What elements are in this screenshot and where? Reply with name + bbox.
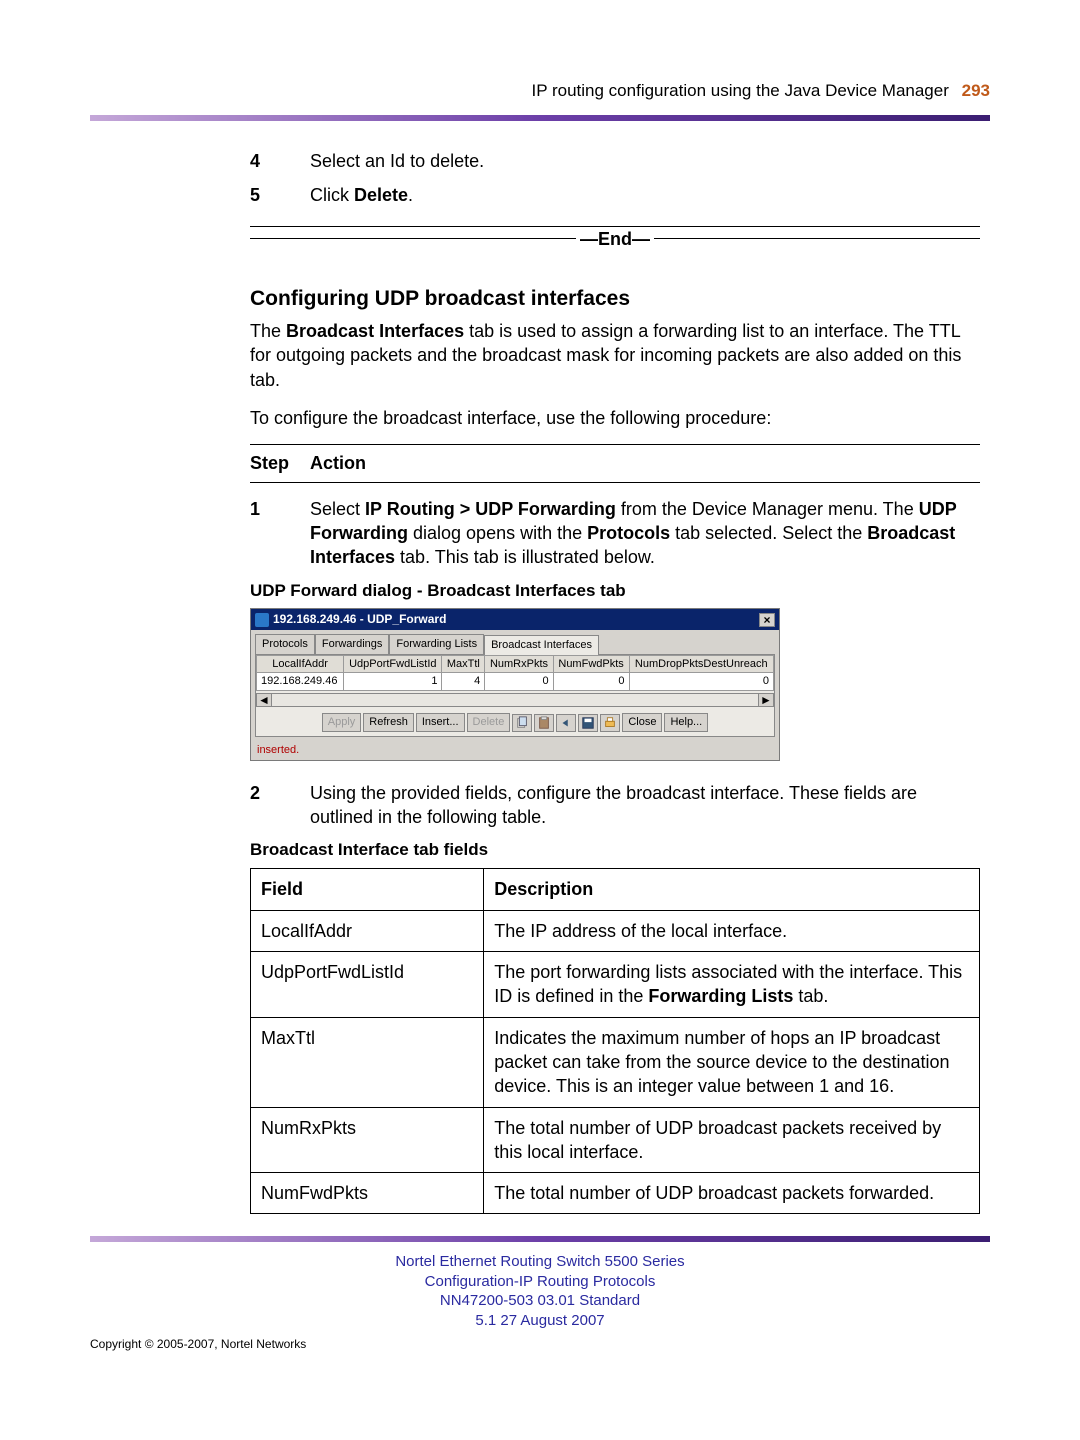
rule — [250, 444, 980, 445]
col-udpportfwdlistid: UdpPortFwdListId — [344, 655, 442, 673]
header-text: IP routing configuration using the Java … — [532, 81, 949, 100]
table-caption: Broadcast Interface tab fields — [250, 839, 980, 862]
dialog-tabpanel: LocalIfAddrUdpPortFwdListIdMaxTtlNumRxPk… — [255, 654, 775, 738]
top-rule — [90, 115, 990, 121]
figure-caption: UDP Forward dialog - Broadcast Interface… — [250, 580, 980, 603]
close-icon[interactable]: × — [759, 613, 775, 627]
col-localifaddr: LocalIfAddr — [257, 655, 344, 673]
field-description: Indicates the maximum number of hops an … — [484, 1017, 980, 1107]
bottom-rule — [90, 1236, 990, 1242]
cell[interactable]: 192.168.249.46 — [257, 673, 344, 691]
action-col: Action — [310, 451, 366, 475]
table-row: NumRxPktsThe total number of UDP broadca… — [251, 1107, 980, 1173]
help-button[interactable]: Help... — [664, 713, 708, 732]
section-heading: Configuring UDP broadcast interfaces — [250, 285, 980, 313]
field-name: MaxTtl — [251, 1017, 484, 1107]
paragraph: The Broadcast Interfaces tab is used to … — [250, 319, 980, 392]
insert-button[interactable]: Insert... — [416, 713, 465, 732]
table-row: UdpPortFwdListIdThe port forwarding list… — [251, 952, 980, 1018]
close-button[interactable]: Close — [622, 713, 662, 732]
step-col: Step — [250, 451, 310, 475]
udp-forward-dialog: 192.168.249.46 - UDP_Forward × Protocols… — [250, 608, 780, 760]
dialog-title: 192.168.249.46 - UDP_Forward — [273, 611, 446, 627]
step-action-header: Step Action — [250, 451, 980, 482]
field-name: NumFwdPkts — [251, 1173, 484, 1214]
cell[interactable]: 1 — [344, 673, 442, 691]
end-label: —End— — [576, 227, 654, 251]
broadcast-interfaces-table: LocalIfAddrUdpPortFwdListIdMaxTtlNumRxPk… — [256, 655, 774, 692]
col-maxttl: MaxTtl — [442, 655, 485, 673]
tab-forwardings[interactable]: Forwardings — [315, 634, 390, 654]
step-4: 4 Select an Id to delete. — [250, 149, 980, 173]
step-text: Click Delete. — [310, 183, 980, 207]
step-1: 1 Select IP Routing > UDP Forwarding fro… — [250, 497, 980, 570]
field-name: UdpPortFwdListId — [251, 952, 484, 1018]
horizontal-scrollbar[interactable]: ◄ ► — [256, 693, 774, 707]
save-icon[interactable] — [578, 714, 598, 732]
delete-button[interactable]: Delete — [467, 713, 511, 732]
table-row: NumFwdPktsThe total number of UDP broadc… — [251, 1173, 980, 1214]
step-2: 2 Using the provided fields, configure t… — [250, 781, 980, 830]
tab-broadcast-interfaces[interactable]: Broadcast Interfaces — [484, 635, 599, 655]
app-icon — [255, 613, 269, 627]
dialog-tabs: ProtocolsForwardingsForwarding ListsBroa… — [251, 630, 779, 654]
step-number: 2 — [250, 781, 310, 830]
table-header-description: Description — [484, 869, 980, 910]
dialog-titlebar: 192.168.249.46 - UDP_Forward × — [251, 609, 779, 629]
paragraph: To configure the broadcast interface, us… — [250, 406, 980, 430]
tab-forwarding-lists[interactable]: Forwarding Lists — [389, 634, 484, 654]
table-row: MaxTtlIndicates the maximum number of ho… — [251, 1017, 980, 1107]
step-number: 4 — [250, 149, 310, 173]
paste-icon[interactable] — [534, 714, 554, 732]
undo-icon[interactable] — [556, 714, 576, 732]
page-number: 293 — [962, 81, 990, 100]
field-description: The total number of UDP broadcast packet… — [484, 1107, 980, 1173]
field-description-table: Field Description LocalIfAddrThe IP addr… — [250, 868, 980, 1214]
scroll-track[interactable] — [272, 693, 758, 707]
step-number: 5 — [250, 183, 310, 207]
tab-protocols[interactable]: Protocols — [255, 634, 315, 654]
footer-line: Nortel Ethernet Routing Switch 5500 Seri… — [90, 1252, 990, 1272]
page: IP routing configuration using the Java … — [0, 0, 1080, 1393]
field-description: The IP address of the local interface. — [484, 910, 980, 951]
dialog-button-bar: Apply Refresh Insert... Delete Close Hel… — [256, 709, 774, 736]
cell[interactable]: 0 — [485, 673, 553, 691]
footer-line: Configuration-IP Routing Protocols — [90, 1272, 990, 1292]
copy-icon[interactable] — [512, 714, 532, 732]
field-description: The port forwarding lists associated wit… — [484, 952, 980, 1018]
footer-line: 5.1 27 August 2007 — [90, 1311, 990, 1331]
footer-line: NN47200-503 03.01 Standard — [90, 1291, 990, 1311]
step-text: Using the provided fields, configure the… — [310, 781, 980, 830]
cell[interactable]: 0 — [553, 673, 629, 691]
step-number: 1 — [250, 497, 310, 570]
field-name: LocalIfAddr — [251, 910, 484, 951]
scroll-right-icon[interactable]: ► — [758, 693, 774, 707]
col-numrxpkts: NumRxPkts — [485, 655, 553, 673]
footer: Nortel Ethernet Routing Switch 5500 Seri… — [90, 1252, 990, 1330]
copyright: Copyright © 2005-2007, Nortel Networks — [90, 1336, 990, 1352]
field-description: The total number of UDP broadcast packet… — [484, 1173, 980, 1214]
step-text: Select IP Routing > UDP Forwarding from … — [310, 497, 980, 570]
end-divider: —End— — [250, 226, 980, 251]
table-row: LocalIfAddrThe IP address of the local i… — [251, 910, 980, 951]
step-5: 5 Click Delete. — [250, 183, 980, 207]
running-header: IP routing configuration using the Java … — [90, 80, 990, 103]
content: 4 Select an Id to delete. 5 Click Delete… — [250, 149, 980, 1214]
field-name: NumRxPkts — [251, 1107, 484, 1173]
step-text: Select an Id to delete. — [310, 149, 980, 173]
col-numfwdpkts: NumFwdPkts — [553, 655, 629, 673]
apply-button[interactable]: Apply — [322, 713, 362, 732]
dialog-status: inserted. — [251, 741, 779, 760]
print-icon[interactable] — [600, 714, 620, 732]
cell[interactable]: 0 — [629, 673, 773, 691]
col-numdroppktsdestunreach: NumDropPktsDestUnreach — [629, 655, 773, 673]
refresh-button[interactable]: Refresh — [363, 713, 414, 732]
cell[interactable]: 4 — [442, 673, 485, 691]
table-header-field: Field — [251, 869, 484, 910]
scroll-left-icon[interactable]: ◄ — [256, 693, 272, 707]
